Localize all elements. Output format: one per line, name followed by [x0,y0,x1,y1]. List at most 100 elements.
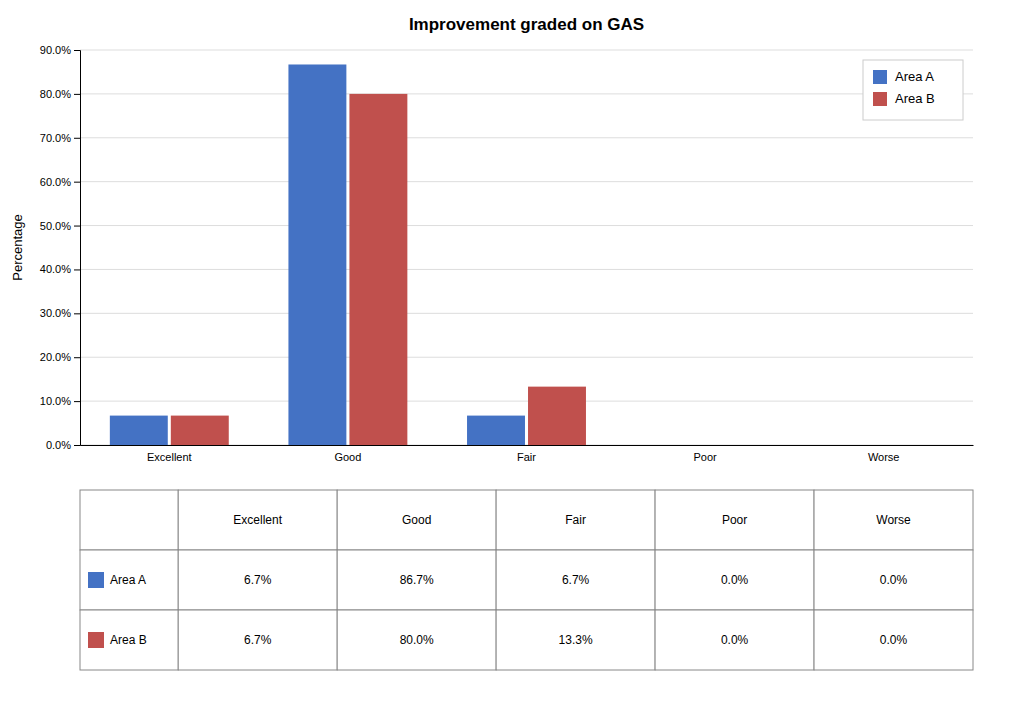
y-tick: 0.0% [46,439,80,451]
x-tick-label: Good [334,451,361,463]
table-cell [655,490,814,550]
table-header: Good [402,513,431,527]
grid-line [80,357,973,358]
bar [110,416,168,445]
plot-area: 0.0% 10.0% 20.0% 30.0% 40.0% 50.0% 60.0% 70.0% 8… [40,44,974,463]
x-tick: Worse [868,445,900,463]
x-tick-label: Worse [868,451,900,463]
grid-line [80,225,973,226]
y-tick: 80.0% [40,88,80,100]
y-tick-mark [74,94,80,95]
legend: Area A Area B [863,60,963,120]
table-value: 0.0% [721,633,749,647]
x-axis-line [81,445,974,446]
legend-label: Area A [895,69,934,84]
y-tick-mark [74,269,80,270]
bar-series [110,64,525,445]
legend-label: Area B [895,91,935,106]
y-tick-label: 40.0% [40,263,71,275]
table-value: 80.0% [400,633,434,647]
bars [110,64,586,445]
table-value: 6.7% [244,633,272,647]
y-tick-label: 90.0% [40,44,71,56]
table-row-label: Area A [110,573,146,587]
legend-swatch [873,92,887,106]
y-tick-label: 60.0% [40,176,71,188]
bar [885,445,943,446]
table-header: Excellent [233,513,282,527]
table-value: 13.3% [559,633,593,647]
y-tick: 50.0% [40,220,80,232]
grid-line [80,137,973,138]
y-tick-mark [74,138,80,139]
x-tick: Fair [517,445,536,463]
table-swatch [88,632,104,648]
table-value: 0.0% [721,573,749,587]
table-row-label: Area B [110,633,147,647]
table-value: 6.7% [244,573,272,587]
y-tick-label: 50.0% [40,220,71,232]
y-tick: 10.0% [40,395,80,407]
y-axis: 0.0% 10.0% 20.0% 30.0% 40.0% 50.0% 60.0% 70.0% 8… [40,44,81,451]
bar [528,387,586,445]
table-cell [655,610,814,670]
legend-swatch [873,70,887,84]
table-cell [80,610,178,670]
y-tick: 20.0% [40,351,80,363]
y-tick-label: 30.0% [40,307,71,319]
y-tick-mark [74,50,80,51]
table-cell [80,550,178,610]
bar [646,445,704,446]
table-header: Worse [876,513,911,527]
y-tick-mark [74,313,80,314]
table-cell [814,550,973,610]
x-tick: Good [334,445,361,463]
bar-series [171,94,586,445]
table-header: Poor [722,513,747,527]
x-tick-label: Fair [517,451,536,463]
bar [171,416,229,445]
grid [80,50,973,445]
y-tick: 90.0% [40,44,80,56]
table-cell [337,610,496,670]
y-tick-label: 20.0% [40,351,71,363]
y-tick-mark [74,182,80,183]
table-cell [178,610,337,670]
table-cell [814,610,973,670]
table-cell [80,490,178,550]
x-tick-label: Excellent [147,451,192,463]
table-cell [496,550,655,610]
table-cell [178,550,337,610]
table-cell [814,490,973,550]
bar [349,94,407,445]
x-axis: Excellent Good Fair Poor Worse [81,445,974,463]
y-tick: 30.0% [40,307,80,319]
table-cell [337,550,496,610]
table-cell [178,490,337,550]
table-cell [496,610,655,670]
x-tick-label: Poor [693,451,717,463]
y-tick-label: 80.0% [40,88,71,100]
y-tick: 70.0% [40,132,80,144]
table-swatch [88,572,104,588]
bar [467,416,525,445]
grid-line [80,181,973,182]
y-tick-mark [74,445,80,446]
table-header: Fair [565,513,586,527]
table-value: 86.7% [400,573,434,587]
legend-item: Area B [873,91,935,106]
grid-line [80,269,973,270]
y-tick-mark [74,226,80,227]
chart-svg: 0.0% 10.0% 20.0% 30.0% 40.0% 50.0% 60.0% 70.0% 8… [0,0,1013,705]
y-axis-line [74,51,81,446]
y-tick: 60.0% [40,176,80,188]
legend-box [863,60,963,120]
y-axis-title: Percentage [10,214,25,281]
grid-line [80,93,973,94]
legend-item: Area A [873,69,934,84]
table-value: 0.0% [880,573,908,587]
table-cell [655,550,814,610]
x-tick: Poor [693,445,717,463]
grid-line [80,313,973,314]
y-tick-mark [74,357,80,358]
